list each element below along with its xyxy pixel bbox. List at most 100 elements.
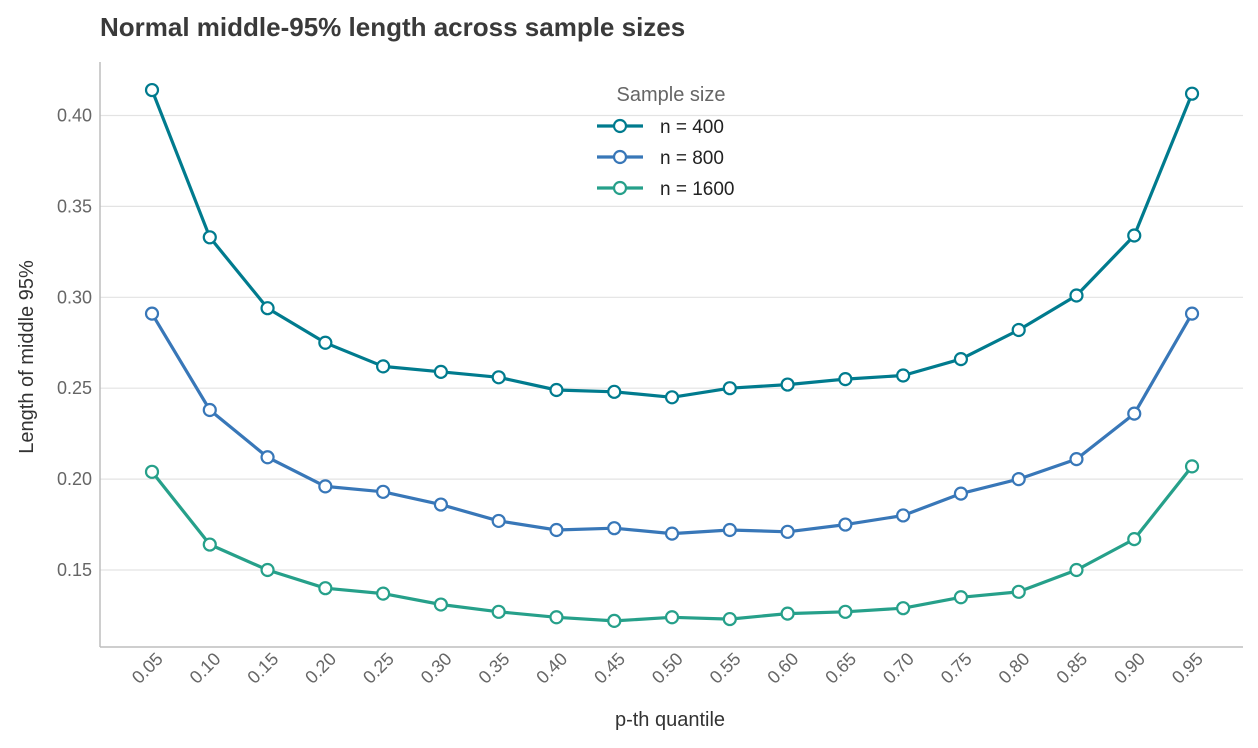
data-point xyxy=(607,521,622,536)
legend: Sample size n = 400 n = 800 n = 1600 xyxy=(597,84,735,200)
x-tick-label: 0.45 xyxy=(590,649,629,688)
data-point xyxy=(318,479,333,494)
data-point xyxy=(1011,584,1026,599)
y-axis-label: Length of middle 95% xyxy=(16,260,38,454)
axes xyxy=(99,62,1243,648)
legend-label: n = 800 xyxy=(660,148,724,169)
data-point xyxy=(664,610,680,625)
x-tick-label: 0.60 xyxy=(763,649,802,688)
data-point xyxy=(664,526,680,541)
data-point xyxy=(202,402,217,418)
x-tick-label: 0.75 xyxy=(937,649,976,688)
data-point xyxy=(433,497,448,512)
legend-marker xyxy=(612,180,628,196)
legend-title: Sample size xyxy=(617,84,726,106)
y-tick-label: 0.25 xyxy=(57,378,92,398)
data-point xyxy=(1069,452,1084,467)
data-point xyxy=(896,368,911,383)
series-line xyxy=(150,312,1194,536)
legend-label: n = 400 xyxy=(660,117,724,138)
data-point xyxy=(780,524,795,539)
data-point xyxy=(607,613,622,629)
x-tick-label: 0.90 xyxy=(1110,649,1149,688)
legend-item: n = 800 xyxy=(597,148,724,169)
legend-item: n = 400 xyxy=(597,117,724,138)
data-point xyxy=(953,590,969,605)
legend-marker xyxy=(612,149,628,165)
data-point xyxy=(1127,406,1142,421)
data-point xyxy=(896,508,911,523)
data-point xyxy=(376,484,391,499)
y-tick-label: 0.30 xyxy=(57,287,92,307)
x-tick-label: 0.25 xyxy=(359,649,398,688)
data-point xyxy=(260,301,275,316)
series-line xyxy=(150,465,1194,623)
data-point xyxy=(896,601,911,616)
data-point xyxy=(838,372,853,387)
data-point xyxy=(549,522,564,538)
data-point xyxy=(722,611,737,627)
x-tick-label: 0.95 xyxy=(1168,649,1207,688)
x-tick-label: 0.15 xyxy=(243,649,282,688)
data-point xyxy=(1127,531,1142,547)
data-point xyxy=(433,364,448,379)
data-point xyxy=(1011,322,1026,338)
x-ticks: 0.05 0.10 0.15 0.20 0.25 0.30 0.35 0.40 0.45 0.50… xyxy=(128,649,1207,688)
data-point xyxy=(318,581,333,596)
y-tick-label: 0.40 xyxy=(57,106,92,126)
data-point xyxy=(722,381,737,396)
data-point xyxy=(1127,228,1142,243)
data-point xyxy=(144,306,160,321)
series-1 xyxy=(144,82,1200,405)
x-tick-label: 0.65 xyxy=(821,649,860,688)
data-point xyxy=(144,82,160,98)
legend-marker xyxy=(612,118,628,134)
x-axis-label: p-th quantile xyxy=(615,709,725,731)
data-point xyxy=(1184,86,1200,101)
legend-label: n = 1600 xyxy=(660,179,735,200)
data-point xyxy=(376,586,391,601)
data-point xyxy=(491,513,506,529)
data-point xyxy=(202,230,217,245)
data-point xyxy=(780,377,795,392)
data-point xyxy=(780,606,795,621)
grid-lines xyxy=(100,114,1243,571)
data-point xyxy=(260,562,275,578)
series-2 xyxy=(144,306,1200,541)
data-point xyxy=(722,522,737,538)
data-point xyxy=(1184,306,1200,321)
y-tick-label: 0.20 xyxy=(57,469,92,489)
data-point xyxy=(838,517,853,532)
x-tick-label: 0.55 xyxy=(706,649,745,688)
x-tick-label: 0.70 xyxy=(879,649,918,688)
data-point xyxy=(1069,288,1084,303)
data-point xyxy=(664,390,680,405)
y-tick-label: 0.15 xyxy=(57,560,92,580)
legend-item: n = 1600 xyxy=(597,179,735,200)
data-point xyxy=(607,384,622,399)
data-point xyxy=(1184,459,1200,474)
data-point xyxy=(1069,562,1084,578)
y-tick-label: 0.35 xyxy=(57,196,92,216)
data-point xyxy=(376,359,391,374)
x-tick-label: 0.30 xyxy=(417,649,456,688)
data-point xyxy=(318,335,333,350)
y-ticks: 0.15 0.20 0.25 0.30 0.35 0.40 xyxy=(57,106,92,581)
x-tick-label: 0.20 xyxy=(301,649,340,688)
x-tick-label: 0.40 xyxy=(532,649,571,688)
series-layer xyxy=(144,82,1200,629)
x-tick-label: 0.80 xyxy=(995,649,1034,688)
x-tick-label: 0.05 xyxy=(128,649,167,688)
data-point xyxy=(953,352,969,367)
x-tick-label: 0.10 xyxy=(186,649,225,688)
data-point xyxy=(433,597,448,612)
chart-title: Normal middle-95% length across sample s… xyxy=(100,12,685,42)
x-tick-label: 0.35 xyxy=(475,649,514,688)
series-3 xyxy=(144,459,1200,629)
data-point xyxy=(549,382,564,398)
data-point xyxy=(549,610,564,625)
data-point xyxy=(953,486,969,501)
x-tick-label: 0.85 xyxy=(1052,649,1091,688)
data-point xyxy=(491,370,506,385)
